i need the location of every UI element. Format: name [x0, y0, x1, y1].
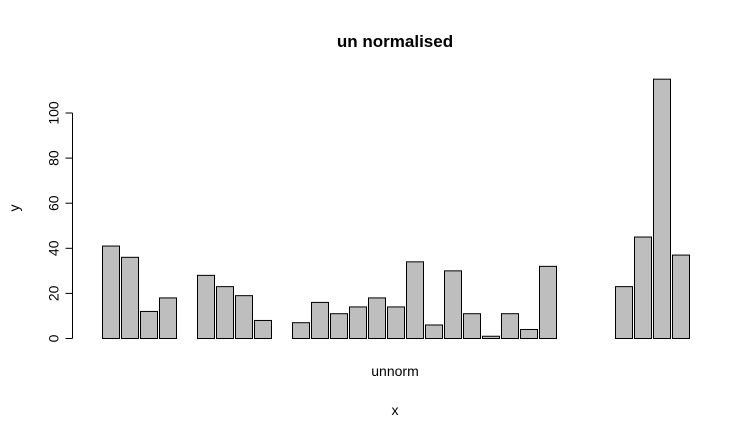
bar-g4-4: [672, 254, 690, 339]
bar-g2-4: [254, 319, 272, 339]
bar-g3-3: [330, 313, 348, 340]
bar-g3-5: [368, 297, 386, 340]
y-tick-label: 60: [45, 195, 61, 211]
y-axis: 0 20 40 60 80 100: [45, 101, 73, 342]
bar-g3-12: [501, 313, 519, 340]
bar-g2-1: [197, 274, 215, 339]
bar-g3-11: [482, 335, 500, 339]
y-tick-label: 80: [45, 150, 61, 166]
bar-g4-1: [615, 286, 633, 340]
bar-g3-7: [406, 261, 424, 339]
y-tick-label: 0: [45, 334, 61, 342]
bar-g1-1: [102, 245, 120, 339]
bar-g4-2: [634, 236, 652, 339]
bar-g3-6: [387, 306, 405, 339]
chart-title: un normalised: [337, 32, 453, 51]
bar-g3-9: [444, 270, 462, 340]
x-axis-label: x: [392, 402, 399, 418]
bar-g2-2: [216, 286, 234, 340]
y-tick-label: 40: [45, 240, 61, 256]
bar-g4-3: [653, 78, 671, 340]
bar-g3-2: [311, 301, 329, 340]
y-axis-label: y: [6, 205, 22, 212]
bar-g1-2: [121, 256, 139, 340]
bar-g3-14: [539, 265, 557, 339]
bar-g1-3: [140, 310, 158, 340]
bars-group: [102, 78, 690, 340]
bar-g3-1: [292, 322, 310, 339]
x-sublabel: unnorm: [371, 363, 418, 379]
bar-g3-13: [520, 328, 538, 340]
bar-g1-4: [159, 297, 177, 340]
bar-g3-10: [463, 313, 481, 340]
bar-g2-3: [235, 295, 253, 339]
bar-g3-8: [425, 324, 443, 340]
y-tick-label: 20: [45, 285, 61, 301]
y-tick-label: 100: [45, 101, 61, 125]
bar-g3-4: [349, 306, 367, 339]
